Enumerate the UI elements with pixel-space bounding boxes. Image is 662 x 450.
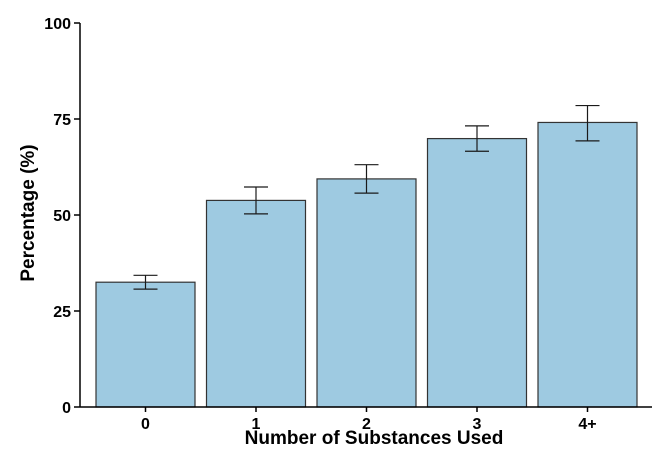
error-bar-4plus	[575, 104, 600, 142]
bar-4plus	[537, 121, 638, 408]
x-tick-label: 2	[362, 416, 371, 433]
error-bar-3	[465, 125, 489, 152]
y-ticks: 0 25 50 75 100	[44, 16, 80, 417]
y-tick-label: 100	[44, 16, 71, 33]
x-tick-label: 3	[473, 416, 482, 433]
x-tick-label: 1	[252, 416, 261, 433]
bar-2	[316, 178, 417, 408]
error-bars	[133, 104, 600, 290]
y-axis-title: Percentage (%)	[18, 144, 39, 281]
x-tick-label: 4+	[578, 416, 596, 433]
error-bar-1	[244, 186, 268, 215]
bar-0	[95, 281, 196, 408]
x-axis-title: Number of Substances Used	[245, 428, 504, 449]
x-ticks: 0 1 2 3 4+	[141, 407, 597, 433]
y-tick-label: 75	[53, 112, 71, 129]
y-tick-label: 25	[53, 304, 71, 321]
error-bar-2	[354, 164, 379, 194]
y-tick-label: 0	[62, 400, 71, 417]
y-tick-label: 50	[53, 208, 71, 225]
bar-1	[205, 199, 307, 408]
x-tick-label: 0	[141, 416, 150, 433]
bar-3	[426, 137, 528, 408]
error-bar-0	[133, 274, 158, 290]
